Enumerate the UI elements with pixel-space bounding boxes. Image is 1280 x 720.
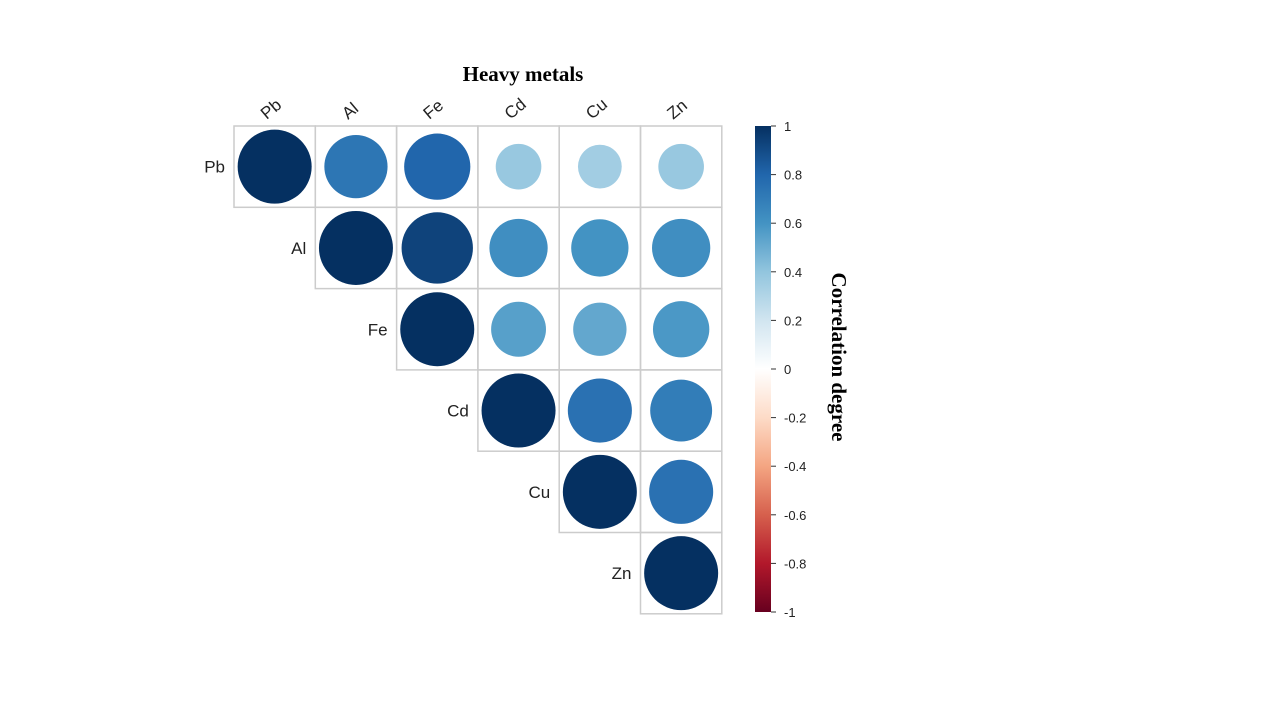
- row-label-cd: Cd: [447, 402, 469, 421]
- column-label-fe: Fe: [420, 96, 447, 123]
- colorbar-tick-label: 0.4: [784, 265, 802, 280]
- circle-fe-zn: [652, 301, 710, 358]
- column-label-cd: Cd: [501, 95, 530, 124]
- colorbar-tick-label: 0.6: [784, 216, 802, 231]
- circle-zn-zn: [644, 536, 719, 611]
- row-label-cu: Cu: [528, 483, 550, 502]
- colorbar-gradient: [755, 126, 771, 612]
- colorbar-tick-label: -0.4: [784, 459, 806, 474]
- circle-al-al: [318, 210, 393, 285]
- colorbar: 1 0.8 0.6 0.4 0.2 0 -0.2 -0.4 -0.6 -0.8 -1: [755, 119, 806, 620]
- circle-fe-cu: [573, 302, 627, 356]
- row-label-zn: Zn: [612, 564, 632, 583]
- colorbar-tick-label: 0.8: [784, 168, 802, 183]
- circle-pb-cd: [495, 143, 542, 190]
- circle-pb-pb: [237, 129, 312, 204]
- colorbar-tick-label: -1: [784, 605, 796, 620]
- chart-title: Heavy metals: [463, 62, 584, 86]
- colorbar-tick-label: -0.8: [784, 556, 806, 571]
- row-label-fe: Fe: [368, 320, 388, 339]
- correlation-circles: [237, 129, 719, 611]
- colorbar-tick-label: 0.2: [784, 313, 802, 328]
- cell-zn-zn: [639, 531, 723, 615]
- colorbar-tick-label: 1: [784, 119, 791, 134]
- column-label-zn: Zn: [664, 96, 691, 123]
- colorbar-ticks: 1 0.8 0.6 0.4 0.2 0 -0.2 -0.4 -0.6 -0.8 -1: [771, 119, 806, 620]
- column-label-pb: Pb: [257, 95, 285, 123]
- column-label-al: Al: [338, 99, 362, 123]
- circle-cu-zn: [649, 459, 714, 524]
- circle-cd-zn: [650, 379, 713, 442]
- row-label-al: Al: [291, 239, 306, 258]
- colorbar-tick-label: -0.2: [784, 411, 806, 426]
- circle-al-cu: [571, 219, 629, 277]
- colorbar-tick-label: 0: [784, 362, 791, 377]
- circle-al-zn: [652, 218, 711, 278]
- circle-cd-cd: [481, 373, 556, 448]
- matrix-cells: [233, 125, 723, 615]
- circle-pb-al: [324, 135, 388, 199]
- circle-pb-cu: [577, 144, 622, 189]
- circle-al-fe: [401, 212, 473, 284]
- circle-pb-fe: [404, 133, 471, 200]
- circle-cu-cu: [562, 454, 637, 529]
- colorbar-tick-label: -0.6: [784, 508, 806, 523]
- circle-al-cd: [489, 218, 548, 278]
- row-label-pb: Pb: [204, 158, 225, 177]
- circle-fe-cd: [491, 301, 546, 357]
- circle-fe-fe: [400, 292, 475, 367]
- circle-pb-zn: [658, 143, 704, 190]
- column-label-cu: Cu: [582, 95, 611, 124]
- row-labels: Pb Al Fe Cd Cu Zn: [204, 158, 631, 584]
- colorbar-title: Correlation degree: [827, 273, 851, 442]
- circle-cd-cu: [567, 378, 632, 443]
- column-labels: Pb Al Fe Cd Cu Zn: [257, 95, 691, 124]
